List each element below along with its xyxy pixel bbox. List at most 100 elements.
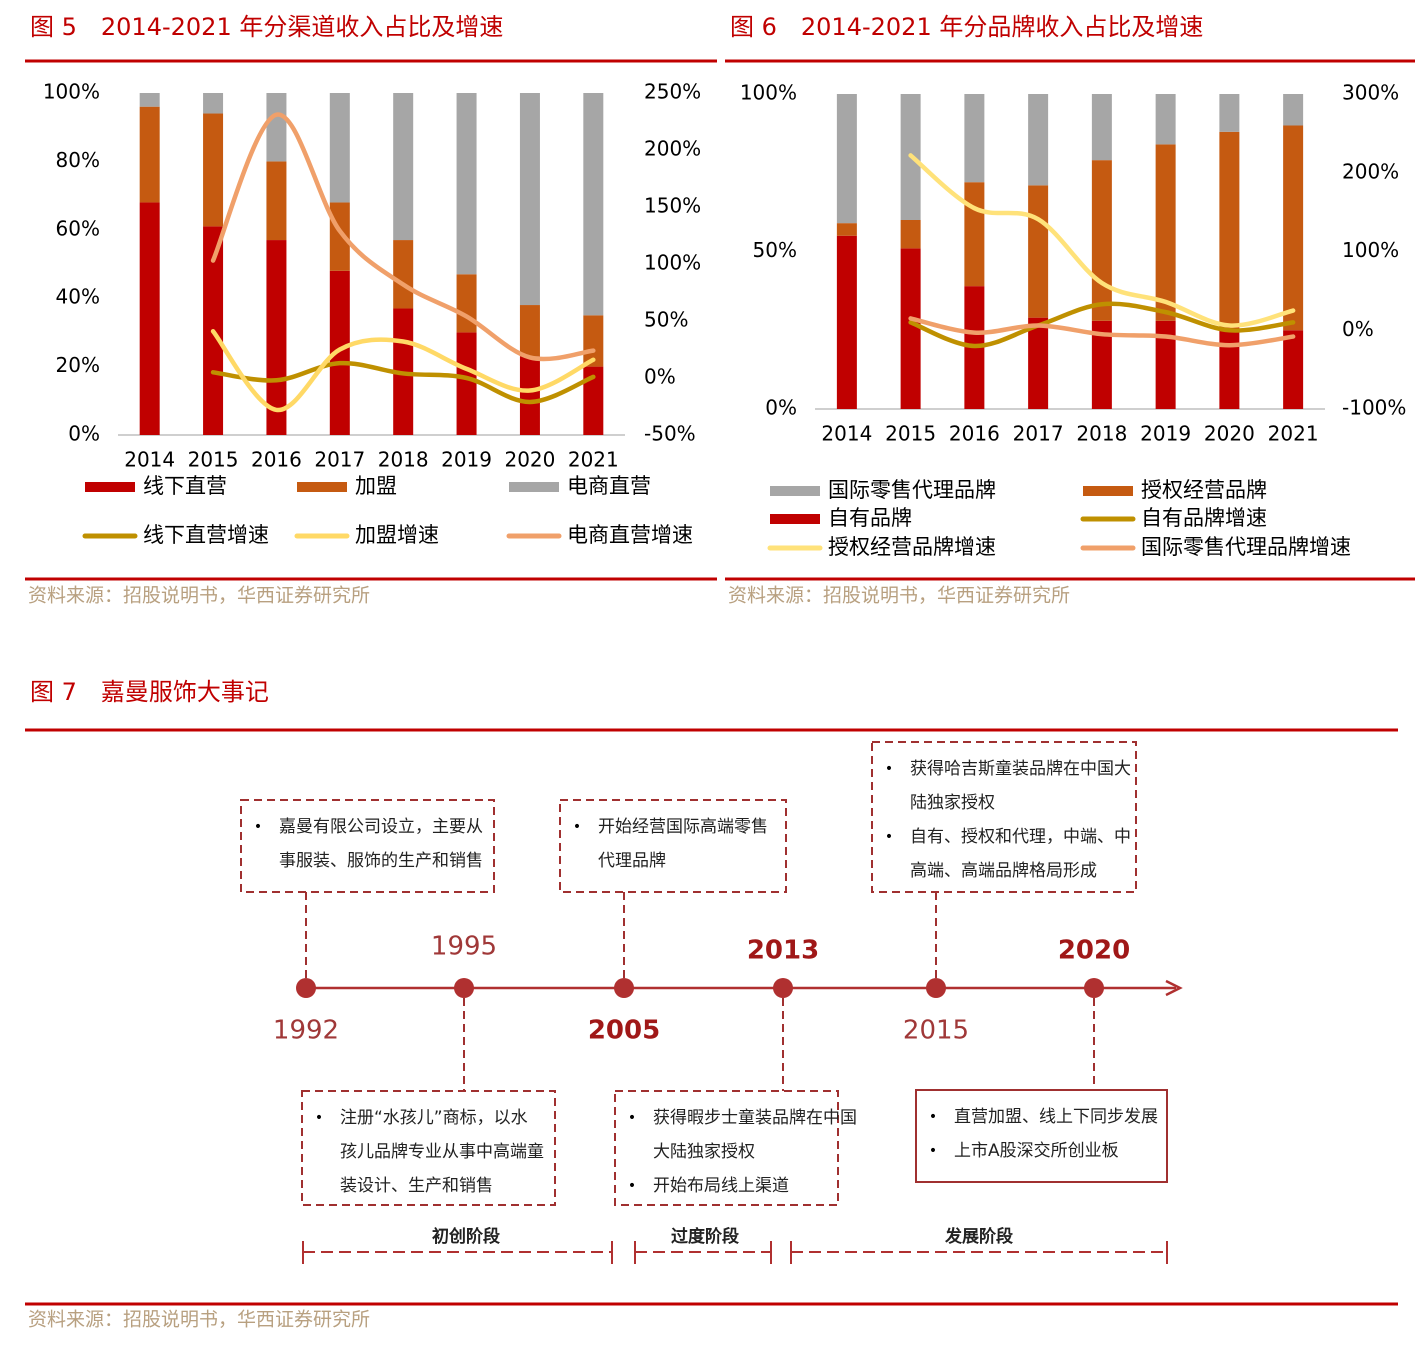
event-text: 事服装、服饰的生产和销售 xyxy=(279,851,483,871)
event-text: 获得暇步士童装品牌在中国 xyxy=(653,1108,857,1128)
bar xyxy=(519,356,540,435)
y2-tick-label: 250% xyxy=(644,80,701,104)
legend-label: 授权经营品牌增速 xyxy=(828,535,996,559)
x-tick-label: 2021 xyxy=(568,448,619,472)
bar xyxy=(900,248,921,409)
bullet: • xyxy=(628,1110,636,1126)
source: 资料来源：招股说明书，华西证券研究所 xyxy=(28,585,370,607)
bar xyxy=(393,240,414,309)
bar xyxy=(329,270,350,435)
bar xyxy=(1091,160,1112,321)
event-box xyxy=(871,741,1137,893)
x-tick-label: 2016 xyxy=(251,448,302,472)
milestone-dot xyxy=(926,978,946,998)
event-text: 上市A股深交所创业板 xyxy=(954,1141,1119,1161)
y-tick-label: 20% xyxy=(56,353,100,377)
bullet: • xyxy=(628,1178,636,1194)
source: 资料来源：招股说明书，华西证券研究所 xyxy=(728,585,1070,607)
event-box xyxy=(614,1090,839,1206)
y-tick-label: 60% xyxy=(56,216,100,240)
line xyxy=(210,112,596,362)
figure-title: 图 7 嘉曼服饰大事记 xyxy=(30,678,269,706)
x-tick-label: 2015 xyxy=(188,448,239,472)
bar xyxy=(519,305,540,357)
y2-tick-label: 0% xyxy=(1342,317,1374,341)
event-text: 注册“水孩儿”商标，以水 xyxy=(340,1108,528,1128)
x-tick-label: 2017 xyxy=(1013,422,1064,446)
legend-label: 国际零售代理品牌 xyxy=(828,478,996,502)
bar xyxy=(1283,330,1304,409)
year-label: 1992 xyxy=(273,1016,339,1046)
bullet: • xyxy=(929,1143,937,1159)
milestone-dot xyxy=(614,978,634,998)
event-text: 获得哈吉斯童装品牌在中国大 xyxy=(910,759,1131,779)
bar xyxy=(836,235,857,409)
bar xyxy=(964,94,985,183)
phase-label: 过度阶段 xyxy=(671,1226,739,1247)
bar xyxy=(1219,94,1240,132)
legend-label: 电商直营 xyxy=(567,474,651,498)
legend-label: 线下直营 xyxy=(143,474,227,498)
y-tick-label: 40% xyxy=(56,285,100,309)
year-label: 2013 xyxy=(747,936,819,966)
phase-label: 发展阶段 xyxy=(944,1226,1013,1247)
event-text: 装设计、生产和销售 xyxy=(340,1176,493,1196)
event-text: 直营加盟、线上下同步发展 xyxy=(954,1107,1158,1127)
bullet: • xyxy=(929,1109,937,1125)
bar xyxy=(1155,94,1176,145)
bar xyxy=(964,182,985,287)
y-tick-label: 0% xyxy=(68,422,100,446)
bar xyxy=(1028,94,1049,186)
event-box xyxy=(915,1089,1168,1183)
bar xyxy=(1091,320,1112,409)
x-tick-label: 2014 xyxy=(821,422,872,446)
milestone-dot xyxy=(454,978,474,998)
line xyxy=(908,316,1296,348)
bar xyxy=(1028,317,1049,409)
bullet: • xyxy=(885,761,893,777)
bar xyxy=(1219,131,1240,328)
bullet: • xyxy=(573,819,581,835)
bar xyxy=(203,113,224,227)
y2-tick-label: -100% xyxy=(1342,396,1406,420)
chart-title: 图 6 2014-2021 年分品牌收入占比及增速 xyxy=(730,13,1203,41)
x-tick-label: 2018 xyxy=(378,448,429,472)
event-text: 自有、授权和代理，中端、中 xyxy=(910,827,1131,847)
bar xyxy=(836,223,857,236)
y2-tick-label: 100% xyxy=(644,251,701,275)
legend-label: 授权经营品牌 xyxy=(1141,478,1267,502)
year-label: 2020 xyxy=(1058,936,1130,966)
y2-tick-label: 100% xyxy=(1342,238,1399,262)
y2-tick-label: 150% xyxy=(644,194,701,218)
x-tick-label: 2021 xyxy=(1268,422,1319,446)
y2-tick-label: 0% xyxy=(644,365,676,389)
event-text: 开始经营国际高端零售 xyxy=(598,817,768,837)
bar xyxy=(900,220,921,249)
x-tick-label: 2020 xyxy=(1204,422,1255,446)
line xyxy=(210,329,596,413)
event-text: 开始布局线上渠道 xyxy=(653,1176,789,1196)
x-tick-label: 2014 xyxy=(124,448,175,472)
chart-title: 图 5 2014-2021 年分渠道收入占比及增速 xyxy=(30,13,503,41)
timeline-arrow xyxy=(1165,979,1183,997)
bar xyxy=(1155,144,1176,321)
x-tick-label: 2015 xyxy=(885,422,936,446)
phase-label: 初创阶段 xyxy=(432,1226,500,1247)
legend-swatch xyxy=(509,482,559,492)
x-tick-label: 2020 xyxy=(504,448,555,472)
bar xyxy=(329,93,350,203)
event-text: 代理品牌 xyxy=(598,851,666,871)
y2-tick-label: -50% xyxy=(644,422,696,446)
event-box xyxy=(559,799,787,893)
bullet: • xyxy=(885,829,893,845)
y-tick-label: 50% xyxy=(753,238,797,262)
y-tick-label: 0% xyxy=(765,396,797,420)
x-tick-label: 2017 xyxy=(314,448,365,472)
bullet: • xyxy=(315,1110,323,1126)
year-label: 2005 xyxy=(588,1016,660,1046)
year-label: 2015 xyxy=(903,1016,969,1046)
legend-label: 加盟 xyxy=(355,474,397,498)
bar xyxy=(456,274,477,333)
bar xyxy=(1283,94,1304,126)
